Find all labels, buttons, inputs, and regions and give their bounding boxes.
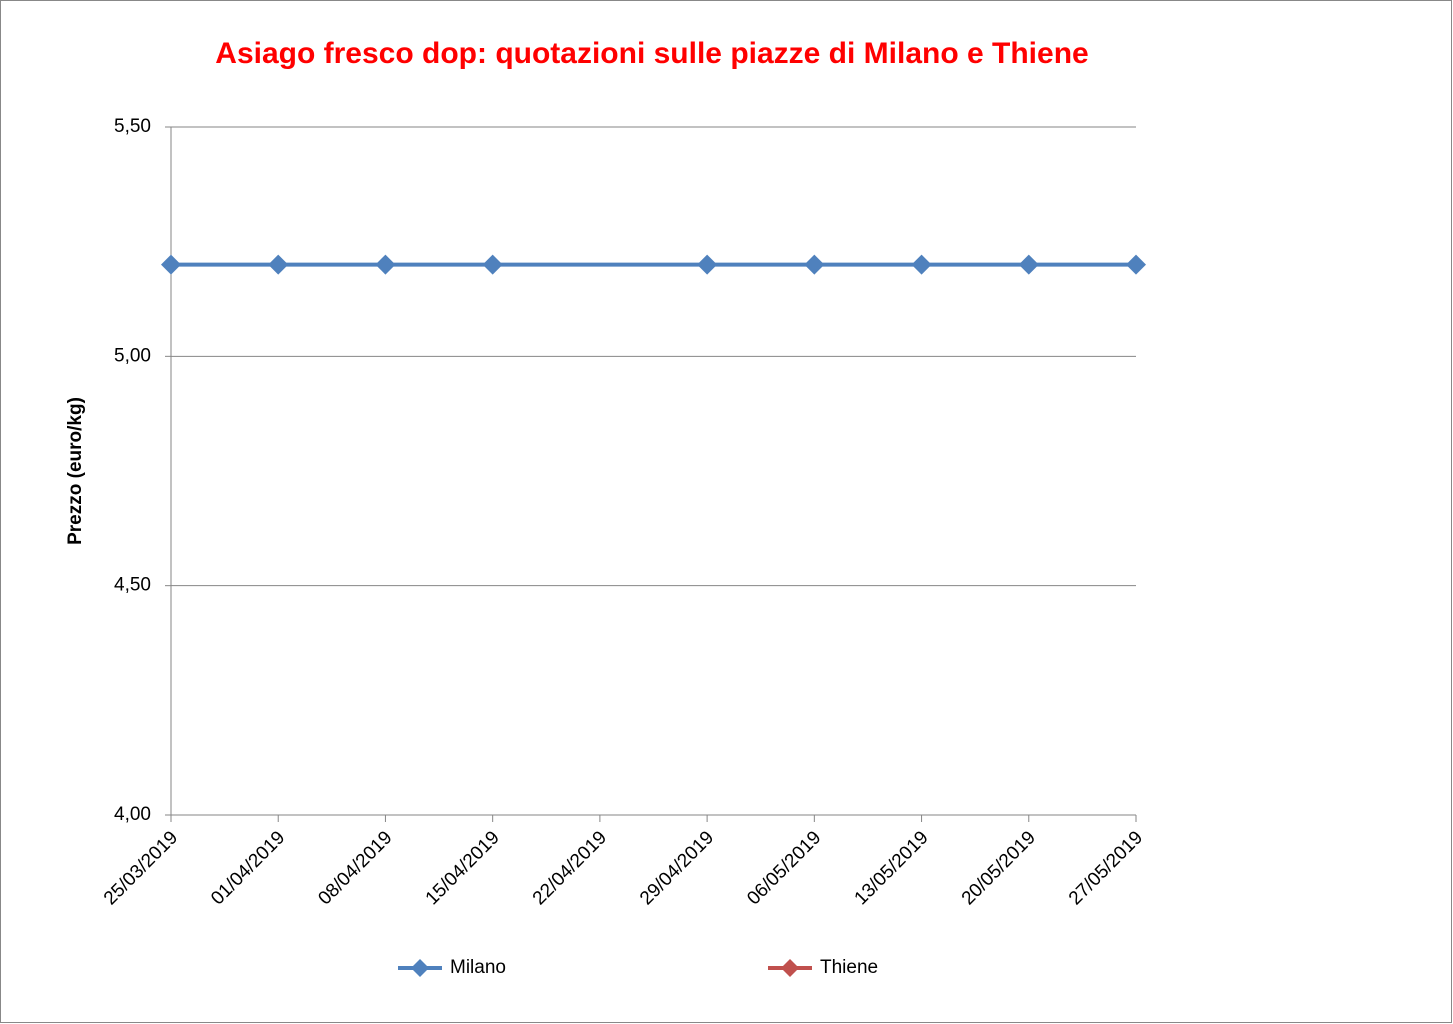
y-tick-label: 5,00 — [114, 345, 151, 366]
y-tick-label: 5,50 — [114, 116, 151, 137]
point — [697, 254, 718, 275]
point — [482, 254, 503, 275]
point — [911, 254, 932, 275]
y-axis-title: Prezzo (euro/kg) — [65, 397, 86, 545]
y-tick-label: 4,00 — [114, 804, 151, 825]
legend-label: Milano — [450, 957, 506, 978]
point — [804, 254, 825, 275]
point — [268, 254, 289, 275]
point — [1018, 254, 1039, 275]
y-tick-label: 4,50 — [114, 575, 151, 596]
chart-title: Asiago fresco dop: quotazioni sulle piaz… — [215, 37, 1088, 70]
legend-marker — [781, 959, 799, 977]
legend-marker — [411, 959, 429, 977]
point — [1126, 254, 1146, 275]
point — [375, 254, 396, 275]
point — [161, 254, 181, 275]
legend-label: Thiene — [820, 957, 878, 978]
